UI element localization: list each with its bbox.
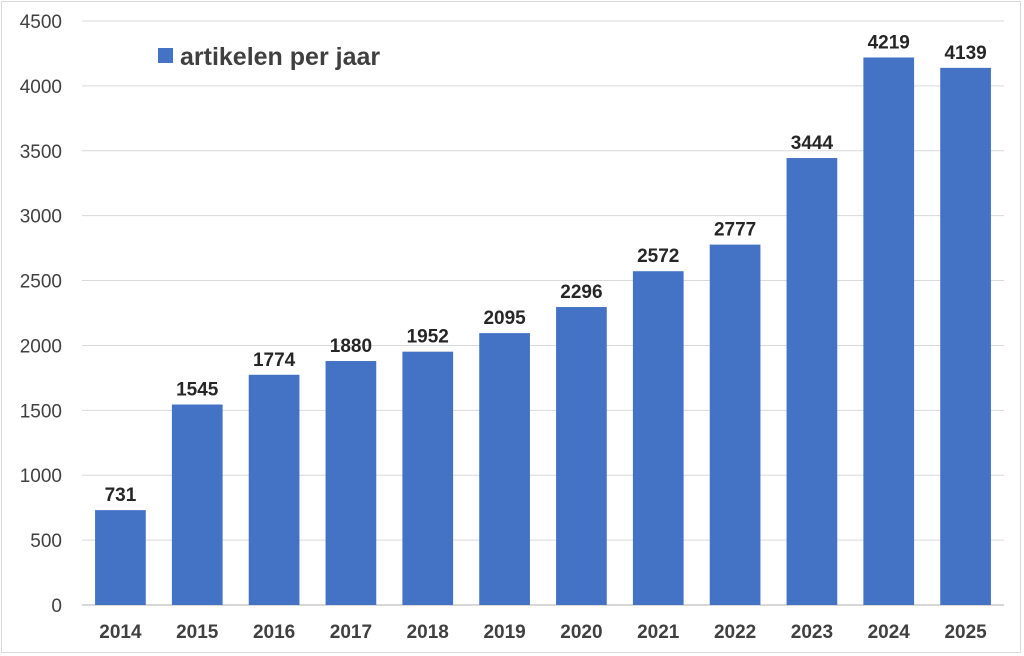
bars xyxy=(95,57,991,606)
data-label: 1545 xyxy=(176,379,219,400)
y-tick-label: 500 xyxy=(30,531,62,552)
data-label: 731 xyxy=(105,485,137,506)
bar xyxy=(248,374,300,605)
x-tick-label: 2020 xyxy=(560,622,602,643)
x-axis-ticks: 2014 2015 2016 2017 2018 2019 2020 2021 2022 2023… xyxy=(99,622,987,643)
x-tick-label: 2025 xyxy=(944,622,987,643)
bar xyxy=(709,244,761,605)
y-tick-label: 3000 xyxy=(20,207,62,228)
data-label: 1774 xyxy=(253,350,296,371)
bar xyxy=(556,307,607,605)
x-tick-label: 2021 xyxy=(637,622,680,643)
bar xyxy=(786,158,838,605)
y-tick-label: 4000 xyxy=(20,77,62,98)
data-label: 2572 xyxy=(637,246,679,267)
bar xyxy=(632,271,684,605)
legend: artikelen per jaar xyxy=(158,43,380,71)
data-label: 1880 xyxy=(330,336,372,357)
y-tick-label: 1000 xyxy=(20,466,62,487)
data-label: 4139 xyxy=(944,43,986,64)
data-label: 2777 xyxy=(714,220,756,241)
x-tick-label: 2023 xyxy=(791,622,833,643)
data-label: 3444 xyxy=(791,133,834,154)
y-tick-label: 4500 xyxy=(20,12,62,33)
y-tick-label: 1500 xyxy=(20,401,62,422)
y-tick-label: 2000 xyxy=(20,336,62,357)
x-tick-label: 2019 xyxy=(483,622,525,643)
x-tick-label: 2022 xyxy=(714,622,756,643)
y-tick-label: 0 xyxy=(51,596,62,617)
x-tick-label: 2015 xyxy=(176,622,219,643)
bar xyxy=(402,351,454,605)
y-tick-label: 2500 xyxy=(20,272,62,293)
x-tick-label: 2018 xyxy=(407,622,449,643)
bar xyxy=(325,361,377,605)
data-labels: 731 1545 1774 1880 1952 2095 2296 2572 2777 3444 4… xyxy=(105,32,987,506)
gridlines xyxy=(82,20,1004,606)
y-axis-ticks: 0 500 1000 1500 2000 2500 3000 3500 4000 4500 xyxy=(20,12,62,617)
y-tick-label: 3500 xyxy=(20,142,62,163)
data-label: 1952 xyxy=(407,327,449,348)
bar xyxy=(171,404,223,605)
bar xyxy=(479,333,530,605)
data-label: 2296 xyxy=(560,282,602,303)
bar xyxy=(940,67,991,605)
x-tick-label: 2017 xyxy=(330,622,372,643)
data-label: 4219 xyxy=(868,32,910,53)
x-tick-label: 2014 xyxy=(99,622,142,643)
bar xyxy=(95,510,146,605)
data-label: 2095 xyxy=(483,308,526,329)
x-tick-label: 2016 xyxy=(253,622,295,643)
x-tick-label: 2024 xyxy=(868,622,911,643)
legend-swatch xyxy=(158,48,173,63)
bar xyxy=(863,57,915,606)
legend-label: artikelen per jaar xyxy=(180,43,380,71)
